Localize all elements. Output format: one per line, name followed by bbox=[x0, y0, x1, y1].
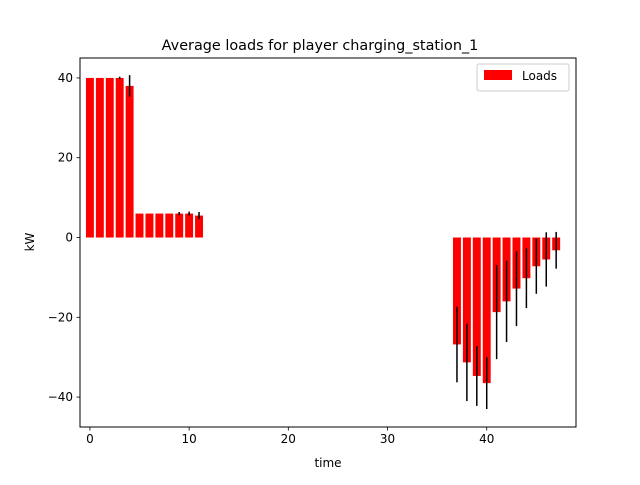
bar bbox=[195, 215, 204, 238]
chart-title: Average loads for player charging_statio… bbox=[162, 38, 479, 54]
y-tick-label: 0 bbox=[65, 231, 73, 245]
bar bbox=[95, 77, 104, 238]
legend-swatch bbox=[484, 70, 512, 80]
bar bbox=[472, 237, 481, 376]
bar bbox=[135, 213, 144, 238]
y-tick-label: 40 bbox=[58, 71, 73, 85]
x-tick-label: 10 bbox=[181, 432, 196, 446]
axis-ticks: 0 10 20 30 40 −40 −20 0 20 40 bbox=[48, 71, 495, 446]
y-tick-label: −40 bbox=[48, 390, 73, 404]
x-axis-label: time bbox=[314, 456, 341, 470]
bar bbox=[175, 213, 184, 238]
bar bbox=[165, 213, 174, 238]
bar bbox=[115, 77, 124, 238]
bar bbox=[145, 213, 154, 238]
y-axis-label: kW bbox=[23, 232, 37, 251]
bar bbox=[462, 237, 471, 363]
bar bbox=[452, 237, 461, 345]
axes-frame bbox=[79, 57, 577, 428]
bar bbox=[482, 237, 491, 384]
x-tick-label: 30 bbox=[380, 432, 395, 446]
x-tick-label: 40 bbox=[479, 432, 494, 446]
plot-area bbox=[85, 75, 561, 410]
legend-label-loads: Loads bbox=[522, 69, 557, 83]
x-tick-label: 0 bbox=[86, 432, 94, 446]
bar bbox=[155, 213, 164, 238]
bar bbox=[85, 77, 94, 238]
y-tick-label: −20 bbox=[48, 310, 73, 324]
y-tick-label: 20 bbox=[58, 151, 73, 165]
bar bbox=[105, 77, 114, 238]
bar bbox=[185, 213, 194, 238]
x-tick-label: 20 bbox=[281, 432, 296, 446]
legend: Loads bbox=[476, 63, 570, 92]
bar bbox=[125, 85, 134, 238]
